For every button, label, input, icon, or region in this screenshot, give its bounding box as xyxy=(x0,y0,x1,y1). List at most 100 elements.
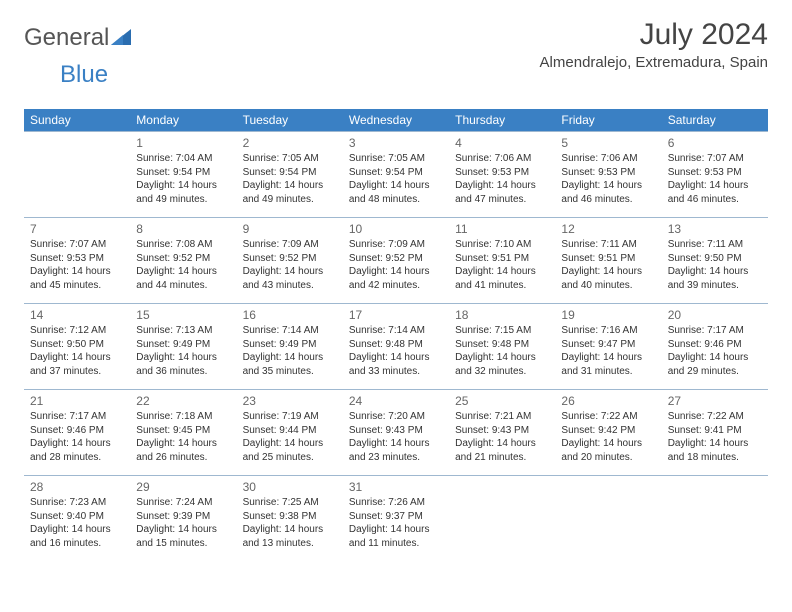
sunset-text: Sunset: 9:39 PM xyxy=(136,510,230,524)
day-cell: 17Sunrise: 7:14 AMSunset: 9:48 PMDayligh… xyxy=(343,304,449,390)
day-number: 23 xyxy=(243,393,337,409)
day-number: 6 xyxy=(668,135,762,151)
sunrise-text: Sunrise: 7:06 AM xyxy=(561,152,655,166)
day-number: 16 xyxy=(243,307,337,323)
day-number: 5 xyxy=(561,135,655,151)
sunset-text: Sunset: 9:53 PM xyxy=(561,166,655,180)
day-cell: 29Sunrise: 7:24 AMSunset: 9:39 PMDayligh… xyxy=(130,476,236,562)
sunrise-text: Sunrise: 7:22 AM xyxy=(561,410,655,424)
day-number: 28 xyxy=(30,479,124,495)
sunset-text: Sunset: 9:49 PM xyxy=(243,338,337,352)
sunset-text: Sunset: 9:50 PM xyxy=(668,252,762,266)
day-cell xyxy=(24,132,130,218)
sunset-text: Sunset: 9:54 PM xyxy=(349,166,443,180)
day-cell: 26Sunrise: 7:22 AMSunset: 9:42 PMDayligh… xyxy=(555,390,661,476)
day-number: 21 xyxy=(30,393,124,409)
daylight-text: Daylight: 14 hours and 42 minutes. xyxy=(349,265,443,292)
day-cell: 27Sunrise: 7:22 AMSunset: 9:41 PMDayligh… xyxy=(662,390,768,476)
sunset-text: Sunset: 9:43 PM xyxy=(455,424,549,438)
sunset-text: Sunset: 9:52 PM xyxy=(349,252,443,266)
day-cell: 28Sunrise: 7:23 AMSunset: 9:40 PMDayligh… xyxy=(24,476,130,562)
daylight-text: Daylight: 14 hours and 13 minutes. xyxy=(243,523,337,550)
sunset-text: Sunset: 9:53 PM xyxy=(455,166,549,180)
dow-wednesday: Wednesday xyxy=(343,109,449,132)
daylight-text: Daylight: 14 hours and 43 minutes. xyxy=(243,265,337,292)
logo-triangle-icon xyxy=(111,24,131,52)
sunset-text: Sunset: 9:42 PM xyxy=(561,424,655,438)
sunrise-text: Sunrise: 7:12 AM xyxy=(30,324,124,338)
daylight-text: Daylight: 14 hours and 31 minutes. xyxy=(561,351,655,378)
sunrise-text: Sunrise: 7:06 AM xyxy=(455,152,549,166)
sunrise-text: Sunrise: 7:13 AM xyxy=(136,324,230,338)
week-row: 1Sunrise: 7:04 AMSunset: 9:54 PMDaylight… xyxy=(24,132,768,218)
sunrise-text: Sunrise: 7:23 AM xyxy=(30,496,124,510)
dow-friday: Friday xyxy=(555,109,661,132)
week-row: 7Sunrise: 7:07 AMSunset: 9:53 PMDaylight… xyxy=(24,218,768,304)
day-cell: 15Sunrise: 7:13 AMSunset: 9:49 PMDayligh… xyxy=(130,304,236,390)
day-number: 2 xyxy=(243,135,337,151)
day-cell xyxy=(449,476,555,562)
day-cell: 20Sunrise: 7:17 AMSunset: 9:46 PMDayligh… xyxy=(662,304,768,390)
day-cell: 22Sunrise: 7:18 AMSunset: 9:45 PMDayligh… xyxy=(130,390,236,476)
sunrise-text: Sunrise: 7:19 AM xyxy=(243,410,337,424)
day-cell: 16Sunrise: 7:14 AMSunset: 9:49 PMDayligh… xyxy=(237,304,343,390)
daylight-text: Daylight: 14 hours and 48 minutes. xyxy=(349,179,443,206)
week-row: 28Sunrise: 7:23 AMSunset: 9:40 PM Dayligh… xyxy=(24,476,768,562)
day-cell: 1Sunrise: 7:04 AMSunset: 9:54 PMDaylight… xyxy=(130,132,236,218)
daylight-text: Daylight: 14 hours and 46 minutes. xyxy=(668,179,762,206)
logo: General xyxy=(24,24,132,52)
sunrise-text: Sunrise: 7:17 AM xyxy=(30,410,124,424)
day-number: 12 xyxy=(561,221,655,237)
sunrise-text: Sunrise: 7:21 AM xyxy=(455,410,549,424)
sunrise-text: Sunrise: 7:18 AM xyxy=(136,410,230,424)
sunset-text: Sunset: 9:37 PM xyxy=(349,510,443,524)
sunrise-text: Sunrise: 7:11 AM xyxy=(668,238,762,252)
sunrise-text: Sunrise: 7:17 AM xyxy=(668,324,762,338)
day-number: 7 xyxy=(30,221,124,237)
logo-text-general: General xyxy=(24,24,109,52)
day-cell: 4Sunrise: 7:06 AMSunset: 9:53 PMDaylight… xyxy=(449,132,555,218)
sunrise-text: Sunrise: 7:26 AM xyxy=(349,496,443,510)
sunrise-text: Sunrise: 7:16 AM xyxy=(561,324,655,338)
day-cell: 18Sunrise: 7:15 AMSunset: 9:48 PMDayligh… xyxy=(449,304,555,390)
day-cell: 23Sunrise: 7:19 AMSunset: 9:44 PMDayligh… xyxy=(237,390,343,476)
daylight-text: Daylight: 14 hours and 28 minutes. xyxy=(30,437,124,464)
sunrise-text: Sunrise: 7:14 AM xyxy=(243,324,337,338)
daylight-text: Daylight: 14 hours and 46 minutes. xyxy=(561,179,655,206)
day-number: 22 xyxy=(136,393,230,409)
daylight-text: Daylight: 14 hours and 26 minutes. xyxy=(136,437,230,464)
calendar-table: Sunday Monday Tuesday Wednesday Thursday… xyxy=(24,109,768,562)
daylight-text: Daylight: 14 hours and 47 minutes. xyxy=(455,179,549,206)
day-number: 25 xyxy=(455,393,549,409)
sunset-text: Sunset: 9:49 PM xyxy=(136,338,230,352)
day-number: 20 xyxy=(668,307,762,323)
daylight-text: Daylight: 14 hours and 23 minutes. xyxy=(349,437,443,464)
day-cell: 9Sunrise: 7:09 AMSunset: 9:52 PMDaylight… xyxy=(237,218,343,304)
sunset-text: Sunset: 9:53 PM xyxy=(30,252,124,266)
daylight-text: Daylight: 14 hours and 45 minutes. xyxy=(30,265,124,292)
dow-sunday: Sunday xyxy=(24,109,130,132)
day-number: 30 xyxy=(243,479,337,495)
daylight-text: Daylight: 14 hours and 49 minutes. xyxy=(243,179,337,206)
day-number: 15 xyxy=(136,307,230,323)
daylight-text: Daylight: 14 hours and 44 minutes. xyxy=(136,265,230,292)
day-cell: 31Sunrise: 7:26 AMSunset: 9:37 PMDayligh… xyxy=(343,476,449,562)
sunrise-text: Sunrise: 7:09 AM xyxy=(349,238,443,252)
sunset-text: Sunset: 9:40 PM xyxy=(30,510,124,524)
day-number: 24 xyxy=(349,393,443,409)
sunset-text: Sunset: 9:52 PM xyxy=(243,252,337,266)
daylight-text: Daylight: 14 hours and 32 minutes. xyxy=(455,351,549,378)
sunset-text: Sunset: 9:38 PM xyxy=(243,510,337,524)
sunset-text: Sunset: 9:50 PM xyxy=(30,338,124,352)
daylight-text: Daylight: 14 hours and 39 minutes. xyxy=(668,265,762,292)
day-of-week-header-row: Sunday Monday Tuesday Wednesday Thursday… xyxy=(24,109,768,132)
sunrise-text: Sunrise: 7:24 AM xyxy=(136,496,230,510)
sunset-text: Sunset: 9:54 PM xyxy=(136,166,230,180)
sunset-text: Sunset: 9:53 PM xyxy=(668,166,762,180)
dow-saturday: Saturday xyxy=(662,109,768,132)
day-cell xyxy=(555,476,661,562)
sunset-text: Sunset: 9:46 PM xyxy=(668,338,762,352)
week-row: 14Sunrise: 7:12 AMSunset: 9:50 PMDayligh… xyxy=(24,304,768,390)
day-cell: 3Sunrise: 7:05 AMSunset: 9:54 PMDaylight… xyxy=(343,132,449,218)
dow-tuesday: Tuesday xyxy=(237,109,343,132)
